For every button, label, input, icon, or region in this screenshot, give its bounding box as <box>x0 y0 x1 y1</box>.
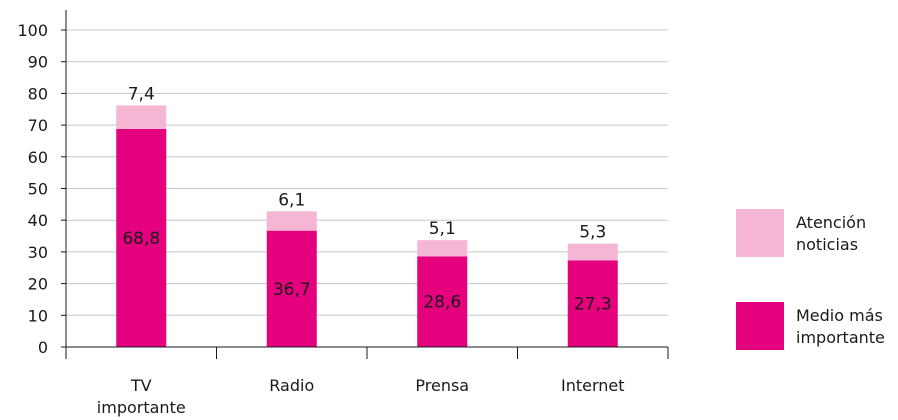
bar-medio-mas-importante <box>116 128 167 347</box>
bar-atencion-noticias <box>567 243 618 261</box>
data-label-atencion-noticias: 5,3 <box>579 223 606 243</box>
x-category-label: TV importante <box>97 376 186 417</box>
y-tick-label: 60 <box>28 148 48 167</box>
y-tick-label: 10 <box>28 306 48 325</box>
data-label-medio-mas-importante: 68,8 <box>122 229 160 249</box>
data-label-atencion-noticias: 7,4 <box>128 84 155 104</box>
x-category-label: Internet <box>561 376 625 395</box>
data-label-atencion-noticias: 5,1 <box>429 219 456 239</box>
legend-swatch <box>736 302 784 350</box>
bar-medio-mas-importante <box>417 256 468 347</box>
bars <box>116 105 618 347</box>
data-label-medio-mas-importante: 36,7 <box>273 280 311 300</box>
y-tick-label: 80 <box>28 84 48 103</box>
legend-swatch <box>736 209 784 257</box>
y-tick-label: 90 <box>28 53 48 72</box>
y-tick-label: 70 <box>28 116 48 135</box>
y-tick-label: 50 <box>28 180 48 199</box>
data-label-medio-mas-importante: 28,6 <box>423 293 461 313</box>
y-tick-label: 30 <box>28 243 48 262</box>
labels: 0 10 20 30 40 50 60 70 80 90 100 7,4 68,8 TV important… <box>17 21 624 417</box>
bar-medio-mas-importante <box>567 260 618 347</box>
axes <box>61 10 669 359</box>
y-tick-label: 40 <box>28 211 48 230</box>
gridlines <box>66 29 668 316</box>
x-category-label: Prensa <box>415 376 469 395</box>
bar-atencion-noticias <box>266 211 317 231</box>
legend: Atención noticias Medio más importante <box>736 209 885 350</box>
bar-atencion-noticias <box>116 105 167 129</box>
data-label-medio-mas-importante: 27,3 <box>574 295 612 315</box>
y-tick-label: 0 <box>38 338 48 357</box>
y-tick-label: 20 <box>28 275 48 294</box>
legend-label: Atención noticias <box>796 213 866 254</box>
data-label-atencion-noticias: 6,1 <box>278 190 305 210</box>
y-tick-label: 100 <box>17 21 48 40</box>
bar-atencion-noticias <box>417 240 468 257</box>
bar-medio-mas-importante <box>266 230 317 347</box>
x-category-label: Radio <box>269 376 314 395</box>
legend-label: Medio más importante <box>796 306 885 347</box>
